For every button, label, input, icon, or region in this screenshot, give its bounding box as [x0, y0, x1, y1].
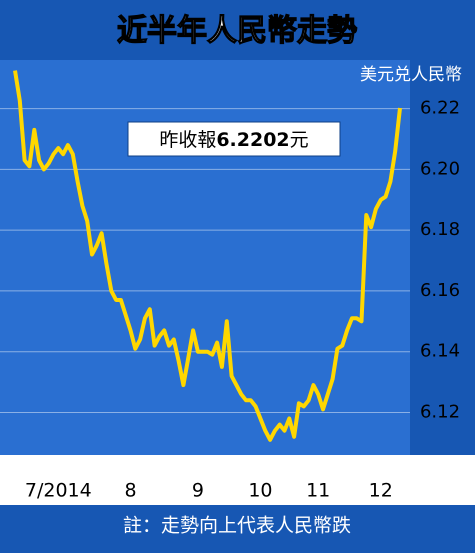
annotation-value: 6.2202 — [216, 129, 289, 151]
y-tick-label: 6.22 — [420, 98, 460, 119]
y-tick-label: 6.20 — [420, 158, 460, 179]
grid: 6.12 6.14 6.16 6.18 6.20 6.22 7/2014 8 9 10 11 12 — [0, 98, 460, 502]
x-tick-label: 12 — [369, 480, 393, 502]
y-tick-label: 6.12 — [420, 401, 460, 422]
x-axis-band — [0, 455, 475, 505]
chart-title: 近半年人民幣走勢 — [117, 14, 357, 49]
x-tick-label: 10 — [248, 480, 272, 502]
y-tick-label: 6.14 — [420, 341, 460, 362]
x-tick-label: 7/2014 — [25, 480, 92, 502]
line — [13, 70, 402, 442]
y-tick-label: 6.16 — [420, 280, 460, 301]
annotation-text: 昨收報 — [159, 129, 216, 151]
plot-area — [0, 60, 410, 455]
unit-label: 美元兑人民幣 — [360, 65, 462, 85]
annotation-text: 元 — [290, 129, 309, 151]
marks — [13, 70, 402, 442]
annotation-box — [127, 121, 341, 157]
x-tick-label: 8 — [124, 480, 136, 502]
annotation: 昨收報6.2202元 — [159, 129, 308, 151]
x-tick-label: 11 — [306, 480, 330, 502]
note: 註：走勢向上代表人民幣跌 — [123, 515, 351, 537]
y-tick-label: 6.18 — [420, 219, 460, 240]
x-tick-label: 9 — [192, 480, 204, 502]
